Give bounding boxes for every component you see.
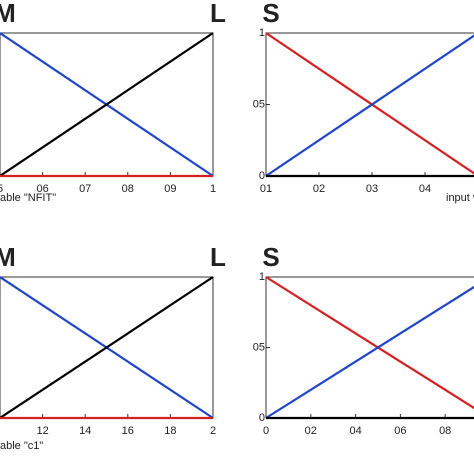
- annotation: M: [0, 242, 16, 272]
- annotation: L: [210, 242, 226, 272]
- x-tick-label: 1: [210, 183, 216, 195]
- x-tick-label: 09: [164, 183, 176, 195]
- x-tick-label: 16: [122, 425, 134, 437]
- x-axis-label: able "NFIT": [0, 192, 56, 204]
- x-tick-label: 06: [36, 183, 48, 195]
- x-tick-label: 08: [439, 425, 451, 437]
- membership-line: [265, 276, 474, 410]
- x-tick-label: 5: [0, 183, 3, 195]
- y-tick-label: 05: [253, 341, 265, 353]
- membership-line: [265, 34, 474, 177]
- x-axis-label: input v: [446, 192, 474, 204]
- plot-frame: [265, 276, 474, 419]
- y-tick-label: 05: [253, 98, 265, 110]
- x-tick-label: 02: [313, 183, 325, 195]
- x-axis-label: able "c1": [0, 440, 43, 452]
- annotation: S: [262, 242, 279, 272]
- annotation: L: [210, 0, 226, 28]
- x-tick-label: 04: [419, 183, 431, 195]
- x-tick-label: 2: [210, 425, 216, 437]
- y-tick-label: 1: [259, 27, 265, 39]
- x-tick-label: 12: [36, 425, 48, 437]
- membership-line: [0, 276, 214, 419]
- y-tick-label: 0: [259, 412, 265, 424]
- x-tick-label: 14: [79, 425, 91, 437]
- x-tick-label: 0: [263, 425, 269, 437]
- annotation: S: [262, 0, 279, 28]
- x-tick-label: 08: [122, 183, 134, 195]
- membership-line: [265, 285, 474, 419]
- x-tick-label: 18: [164, 425, 176, 437]
- x-tick-label: 01: [260, 183, 272, 195]
- y-tick-label: 0: [259, 170, 265, 182]
- x-tick-label: 03: [366, 183, 378, 195]
- y-tick-label: 1: [259, 271, 265, 283]
- annotation: M: [0, 0, 16, 28]
- membership-line: [0, 32, 214, 177]
- x-tick-label: 06: [394, 425, 406, 437]
- x-tick-label: 04: [349, 425, 361, 437]
- x-tick-label: 07: [79, 183, 91, 195]
- x-tick-label: 02: [305, 425, 317, 437]
